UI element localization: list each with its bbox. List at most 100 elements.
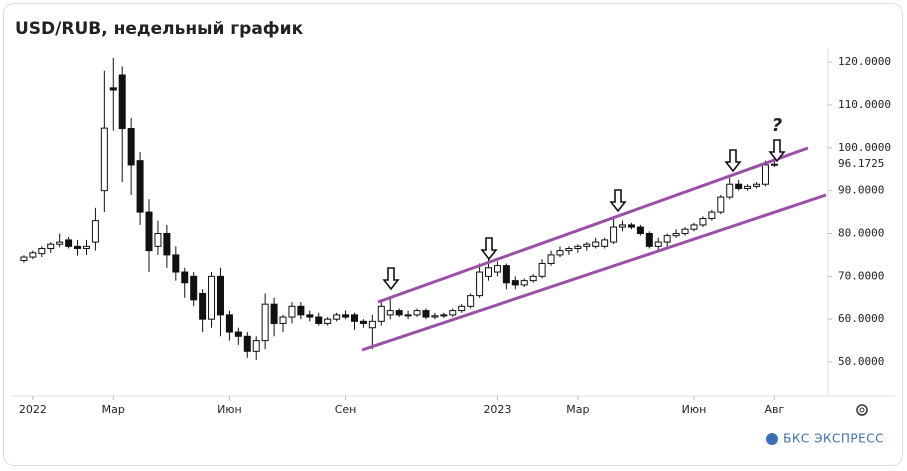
y-tick-label: 120.0000	[838, 55, 891, 68]
candle-body	[172, 254, 180, 273]
candle-body	[672, 232, 680, 237]
y-tick-label: 50.0000	[838, 355, 884, 368]
candle-body	[47, 243, 55, 249]
candle-body	[708, 211, 716, 220]
candle-body	[583, 243, 591, 247]
candle-body	[690, 224, 698, 230]
candle-body	[529, 275, 537, 282]
candle-body	[592, 241, 600, 247]
annotations	[361, 139, 827, 352]
brand-logo	[766, 433, 778, 445]
candle-body	[431, 315, 439, 318]
arrow	[609, 189, 627, 213]
arrow	[724, 149, 742, 173]
y-tick-label: 70.0000	[838, 269, 884, 282]
candle-body	[306, 314, 314, 318]
last-value-label: 96.1725	[838, 157, 884, 170]
plot	[20, 57, 778, 360]
channel-line	[361, 193, 827, 352]
candle-body	[74, 245, 82, 249]
candle-body	[163, 232, 171, 256]
candle-body	[538, 262, 546, 277]
candle-body	[565, 247, 573, 252]
candle-body	[315, 316, 323, 324]
candle-body	[270, 303, 278, 324]
x-tick-label: Мар	[566, 403, 589, 416]
candle-body	[243, 335, 251, 352]
candle-body	[377, 305, 385, 322]
candle-body	[190, 275, 198, 301]
candle-body	[476, 271, 484, 297]
candle-body	[261, 303, 269, 342]
candle-body	[610, 226, 618, 243]
candle-body	[91, 220, 99, 243]
x-tick-label: Сен	[335, 403, 357, 416]
x-tick-label: Мар	[102, 403, 125, 416]
candle-body	[467, 295, 475, 307]
y-tick-label: 100.0000	[838, 141, 891, 154]
candle-body	[368, 320, 376, 329]
candle-body	[663, 235, 671, 243]
candle-body	[199, 292, 207, 320]
candle-body	[82, 245, 90, 249]
candle-body	[735, 183, 743, 190]
candle-body	[324, 318, 332, 324]
candle-body	[333, 314, 341, 320]
candle-body	[38, 247, 46, 255]
candle-body	[413, 310, 421, 316]
frame	[3, 3, 903, 466]
candle-body	[485, 267, 493, 277]
candle-body	[761, 164, 769, 185]
candle-body	[404, 314, 412, 317]
candle-body	[225, 314, 233, 333]
candle-body	[770, 163, 778, 166]
arrow	[480, 237, 498, 261]
candle-body	[636, 226, 644, 234]
candle-body	[717, 196, 725, 213]
candle-body	[350, 314, 358, 322]
candle-body	[744, 185, 752, 190]
candle-body	[56, 241, 64, 245]
candle-body	[386, 310, 394, 316]
candle-body	[136, 160, 144, 213]
brand: БКС ЭКСПРЕСС	[783, 432, 884, 446]
candle-body	[699, 218, 707, 226]
candle-body	[511, 280, 519, 286]
candle-body	[208, 275, 216, 320]
candle-body	[29, 252, 37, 258]
arrow	[768, 139, 786, 163]
candle-body	[645, 232, 653, 247]
candle-body	[342, 314, 350, 318]
candle-body	[681, 228, 689, 234]
candle-body	[619, 224, 627, 228]
candle-body	[20, 256, 28, 261]
candle-body	[145, 211, 153, 252]
candle-body	[100, 127, 108, 192]
candle-body	[65, 239, 73, 247]
x-tick-label: Авг	[764, 403, 784, 416]
arrow	[382, 267, 400, 291]
candle-body	[627, 224, 635, 228]
x-tick-label: 2022	[19, 403, 47, 416]
candle-body	[252, 340, 260, 352]
annotation: ?	[772, 115, 782, 136]
candle-body	[118, 74, 126, 130]
candle-body	[216, 275, 224, 316]
candle-body	[520, 280, 528, 286]
settings-icon[interactable]	[856, 404, 868, 416]
candle-body	[359, 320, 367, 324]
candle-body	[726, 183, 734, 198]
candle-body	[502, 265, 510, 284]
x-tick-label: Июн	[217, 403, 242, 416]
candle-body	[440, 314, 448, 317]
channel-line	[377, 146, 809, 304]
candle-body	[154, 232, 162, 247]
candle-body	[458, 305, 466, 312]
y-tick-label: 110.0000	[838, 98, 891, 111]
candle-body	[449, 310, 457, 316]
y-tick-label: 80.0000	[838, 226, 884, 239]
candle-body	[753, 183, 761, 187]
candle-body	[556, 250, 564, 256]
candle-body	[547, 254, 555, 264]
